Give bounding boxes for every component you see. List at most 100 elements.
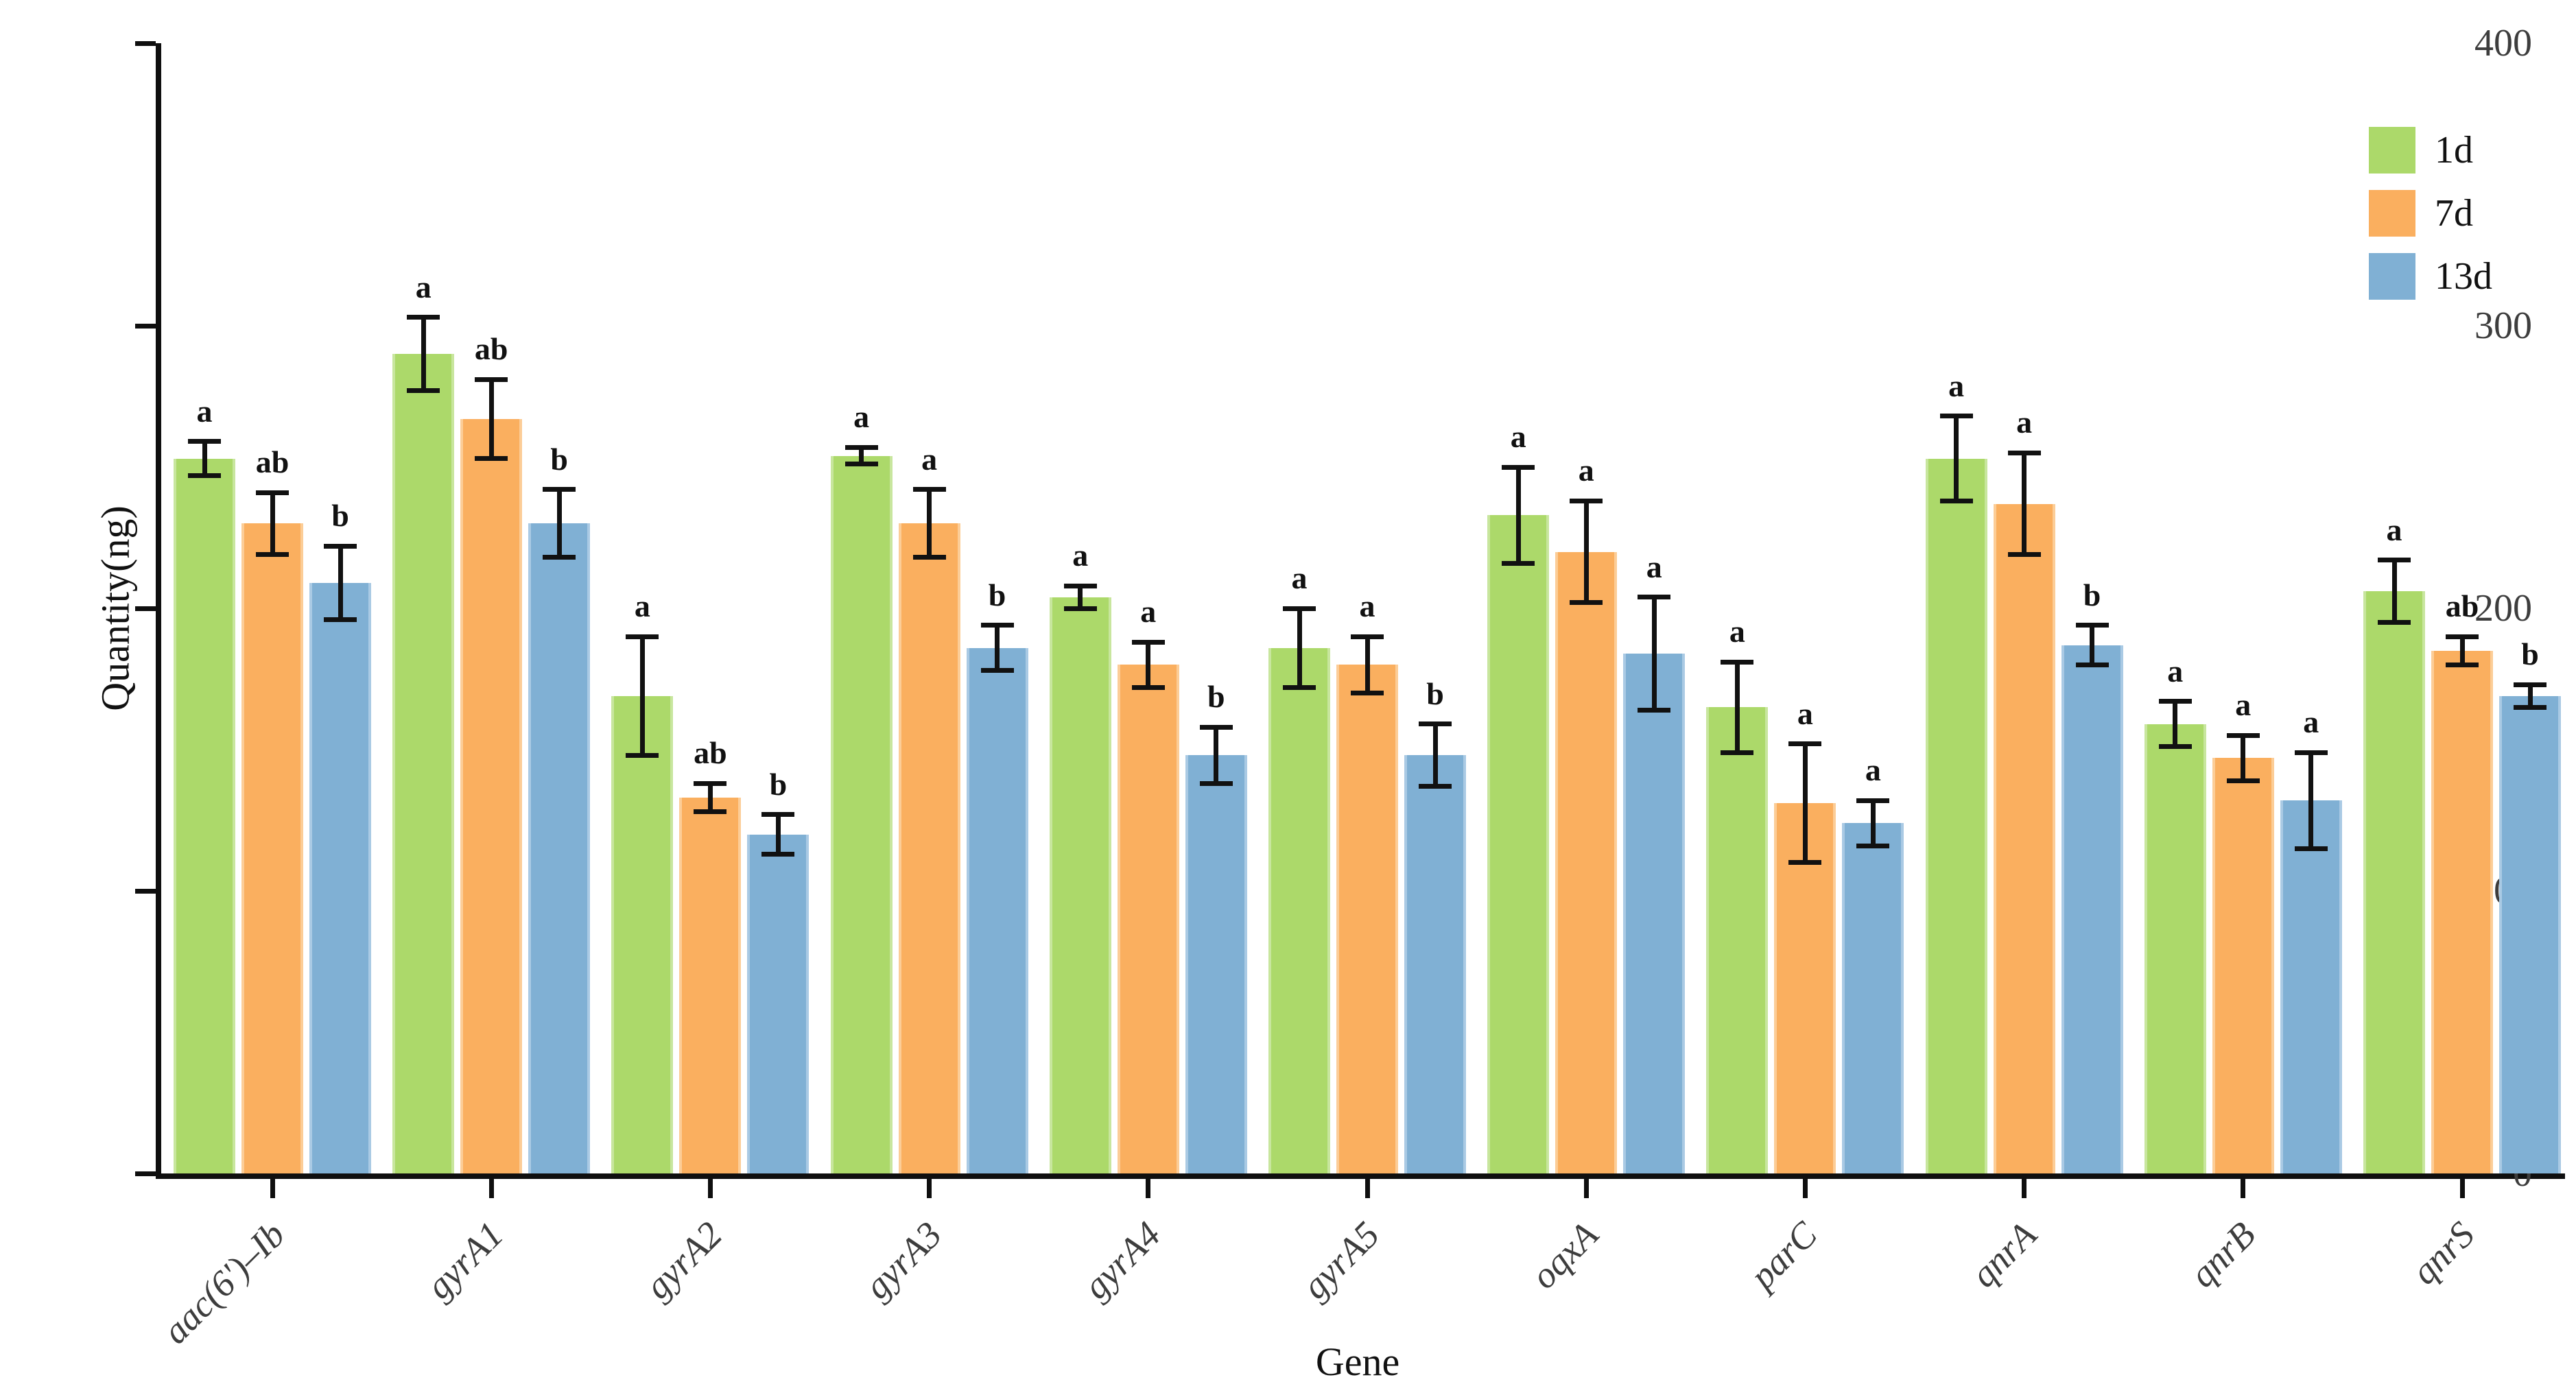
error-bar-line [1364, 636, 1370, 693]
bar-7d-gyrA5 [1336, 665, 1398, 1173]
x-category-label: gyrA3 [855, 1213, 949, 1307]
error-bar-cap [2378, 558, 2411, 563]
error-bar-cap [1419, 784, 1452, 789]
error-bar-cap [1788, 860, 1822, 866]
significance-letter: a [1729, 614, 1745, 649]
x-axis-title: Gene [1315, 1339, 1400, 1384]
significance-letter: a [2303, 704, 2319, 740]
significance-letter: a [196, 393, 213, 429]
significance-letter: b [331, 498, 349, 534]
error-bar-cap [475, 377, 508, 382]
bar-1d-gyrA1 [392, 354, 455, 1173]
error-bar-cap [543, 555, 576, 560]
error-bar-cap [2294, 846, 2328, 851]
error-bar-cap [626, 634, 659, 639]
legend-swatch-13d [2369, 253, 2415, 300]
error-bar-line [859, 447, 864, 464]
bar-1d-gyrA3 [830, 455, 893, 1173]
error-bar-line [639, 636, 645, 756]
error-bar-line [270, 492, 275, 555]
error-bar-cap [188, 473, 221, 478]
bar-7d-parC [1774, 803, 1836, 1173]
error-bar-cap [1570, 498, 1603, 503]
error-bar-cap [1856, 798, 1890, 803]
significance-letter: b [2521, 636, 2539, 672]
error-bar-cap [188, 439, 221, 444]
error-bar-line [1146, 642, 1151, 688]
bar-7d-gyrA2 [679, 798, 742, 1173]
bar-13d-gyrA2 [747, 834, 810, 1173]
significance-letter: a [1359, 588, 1375, 624]
error-bar-cap [1063, 606, 1097, 611]
legend-label: 1d [2435, 129, 2473, 171]
x-axis-tick [488, 1179, 494, 1198]
error-bar-cap [324, 543, 357, 549]
error-bar-line [1078, 586, 1083, 608]
error-bar-cap [1856, 843, 1890, 848]
error-bar-cap [1939, 498, 1973, 503]
bar-13d-gyrA4 [1185, 755, 1247, 1173]
significance-letter: ab [2445, 588, 2479, 624]
error-bar-line [2391, 560, 2397, 623]
y-axis-tick [135, 606, 156, 611]
legend-label: 13d [2435, 255, 2492, 298]
bar-1d-oqxA [1487, 515, 1550, 1173]
error-bar-line [1515, 467, 1521, 564]
error-bar-cap [761, 812, 795, 818]
error-bar-cap [980, 623, 1014, 628]
error-bar-cap [1199, 780, 1233, 786]
x-category-label: gyrA1 [418, 1213, 512, 1307]
bar-13d-qnrS [2499, 695, 2561, 1173]
error-bar-cap [256, 490, 289, 495]
bar-1d-parC [1706, 707, 1769, 1173]
bar-13d-gyrA5 [1404, 755, 1466, 1173]
error-bar-cap [1199, 724, 1233, 730]
bar-7d-gyrA3 [898, 523, 960, 1173]
error-bar-line [1651, 597, 1657, 711]
error-bar-line [707, 783, 713, 812]
error-bar-cap [1351, 634, 1384, 639]
error-bar-cap [1939, 414, 1973, 419]
bar-7d-qnrA [1993, 503, 2055, 1173]
error-bar-cap [324, 617, 357, 622]
error-bar-cap [694, 809, 727, 815]
error-bar-cap [980, 668, 1014, 673]
bar-7d-aac(6')–Ib [241, 523, 303, 1173]
error-bar-cap [543, 487, 576, 492]
significance-letter: a [1291, 560, 1308, 595]
x-category-label: qnrA [1962, 1213, 2044, 1296]
error-bar-line [338, 546, 343, 620]
bar-1d-qnrS [2363, 591, 2425, 1173]
x-category-label: gyrA4 [1075, 1213, 1168, 1307]
bar-13d-qnrA [2061, 645, 2123, 1173]
error-bar-cap [407, 388, 440, 394]
significance-letter: a [921, 441, 938, 477]
bar-13d-gyrA1 [528, 523, 591, 1173]
error-bar-cap [256, 552, 289, 558]
error-bar-cap [2226, 778, 2260, 783]
plot-area: 0100200300400aac(6')–IbaabbgyrA1aabbgyrA… [135, 22, 2565, 1352]
significance-letter: a [415, 269, 432, 305]
legend-label: 7d [2435, 192, 2473, 235]
error-bar-line [927, 489, 932, 558]
error-bar-cap [2075, 662, 2109, 667]
error-bar-cap [1721, 659, 1754, 665]
error-bar-cap [2514, 682, 2547, 687]
error-bar-cap [912, 487, 946, 492]
error-bar-cap [2007, 450, 2041, 455]
significance-letter: a [2386, 512, 2402, 547]
significance-letter: b [988, 577, 1006, 612]
significance-letter: b [769, 766, 788, 802]
x-axis-tick [1583, 1179, 1589, 1198]
error-bar-cap [2514, 704, 2547, 710]
bar-1d-gyrA5 [1268, 647, 1330, 1173]
x-axis-tick [1146, 1179, 1151, 1198]
error-bar-cap [2226, 732, 2260, 738]
error-bar-cap [1638, 707, 1671, 713]
error-bar-cap [407, 315, 440, 320]
error-bar-cap [2007, 552, 2041, 558]
error-bar-cap [1502, 464, 1535, 470]
error-bar-line [202, 441, 207, 476]
significance-letter: a [1797, 695, 1813, 731]
